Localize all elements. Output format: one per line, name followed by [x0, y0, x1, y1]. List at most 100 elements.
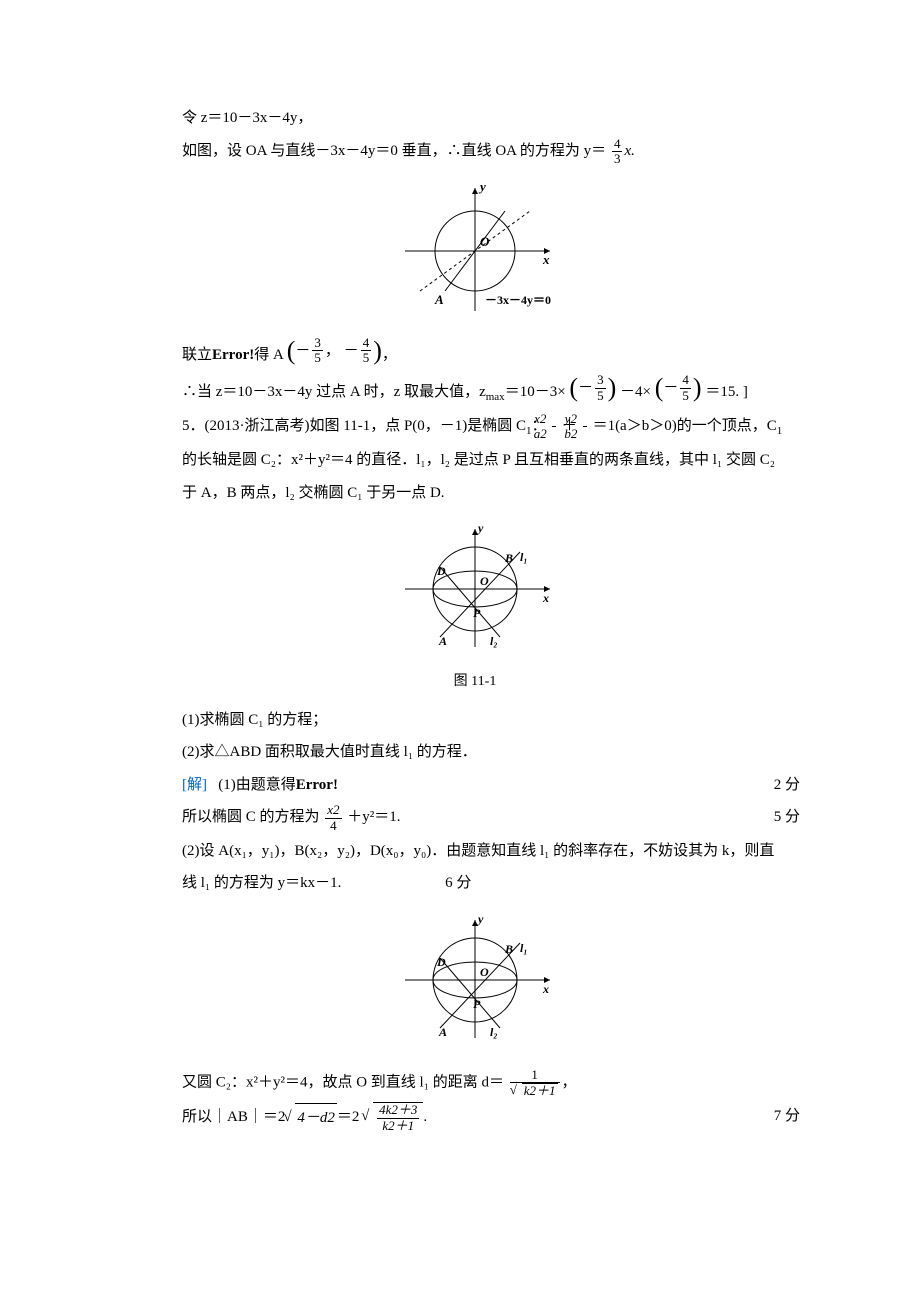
svg-text:A: A [438, 1025, 447, 1039]
svg-text:P: P [473, 606, 481, 620]
svg-text:A: A [438, 634, 447, 648]
numerator: x2 [325, 803, 341, 818]
text: ， [562, 1075, 577, 1091]
fraction: 1 k2＋1 [510, 1068, 560, 1099]
svg-text:l₂: l₂ [490, 634, 498, 648]
text: (2013·浙江高考)如图 11-1，点 P(0，－1)是椭圆 C [205, 418, 527, 434]
sqrt: 4－d2 [285, 1103, 337, 1133]
numerator: 3 [312, 336, 323, 351]
text: 线 l₁ 的方程为 y＝kx－1. [182, 875, 341, 891]
numerator: x2 [552, 412, 556, 427]
diagram-svg: O y x D B l₁ A P l₂ [385, 517, 565, 667]
figure-circle-line: O x y A －3x－4y＝0 [150, 176, 800, 326]
radicand: 4－d2 [295, 1103, 337, 1133]
text: －4× [620, 384, 651, 400]
figure-ellipse-circle: O y x D B l₁ A P l₂ 图 11-1 [150, 517, 800, 696]
text: 得 A [254, 347, 283, 363]
text-line: 的长轴是圆 C₂：x²＋y²＝4 的直径．l₁，l₂ 是过点 P 且互相垂直的两… [150, 446, 800, 475]
numerator: y2 [583, 412, 587, 427]
text: 所以椭圆 C 的方程为 [182, 810, 320, 826]
denominator: a2 [552, 427, 556, 441]
text-line: (1)求椭圆 C₁ 的方程； [150, 706, 800, 735]
point-a-label: A [434, 292, 444, 307]
svg-text:x: x [542, 591, 549, 605]
svg-text:y: y [476, 912, 484, 926]
denominator: 3 [612, 152, 623, 166]
denominator: k2＋1 [510, 1083, 560, 1098]
question-number: 5． [182, 418, 205, 434]
svg-text:B: B [504, 551, 513, 565]
svg-text:P: P [473, 997, 481, 1011]
fraction: 4 3 [612, 137, 623, 167]
svg-text:O: O [480, 965, 489, 979]
svg-text:x: x [542, 982, 549, 996]
text-line: (2)设 A(x₁，y₁)，B(x₂，y₂)，D(x₀，y₀)．由题意知直线 l… [150, 837, 800, 866]
denominator: b2 [583, 427, 587, 441]
text: ＋y²＝1. [347, 810, 400, 826]
numerator: 3 [595, 373, 606, 388]
solution-line: 所以｜AB｜＝24－d2＝2 4k2＋3k2＋1 . 7 分 [150, 1102, 800, 1133]
solution-line: 所以椭圆 C 的方程为 x24 ＋y²＝1. 5 分 [150, 803, 800, 833]
text-line: 如图，设 OA 与直线－3x－4y＝0 垂直，∴直线 OA 的方程为 y＝ 4 … [150, 137, 800, 167]
fraction: x24 [325, 803, 341, 833]
score-marker: 5 分 [774, 803, 800, 832]
text: 如图，设 OA 与直线－3x－4y＝0 垂直，∴直线 OA 的方程为 y＝ [182, 143, 606, 159]
text: ， [382, 347, 397, 363]
svg-text:l₂: l₂ [490, 1025, 498, 1039]
fraction: y2b2 [583, 412, 587, 442]
solution-line: 线 l₁ 的方程为 y＝kx－1. 6 分 [150, 869, 800, 898]
numerator: 4 [680, 373, 691, 388]
text: (1)由题意得 [218, 777, 296, 793]
svg-text:l₁: l₁ [520, 941, 528, 955]
text: ＝2 [337, 1110, 360, 1126]
paren-fraction: (－35) [569, 373, 616, 403]
solution-label: [解] [182, 777, 207, 793]
solution-line: [解] (1)由题意得Error! 2 分 [150, 771, 800, 800]
svg-text:D: D [436, 564, 446, 578]
denominator: 5 [680, 389, 691, 403]
diagram-svg: O y x D B l₁ A P l₂ [385, 908, 565, 1058]
score-marker: 2 分 [774, 771, 800, 800]
text: 又圆 C₂：x²＋y²＝4，故点 O 到直线 l₁ 的距离 d＝ [182, 1075, 504, 1091]
numerator: 4 [361, 336, 372, 351]
numerator: 4 [612, 137, 623, 152]
figure-caption: 图 11-1 [150, 669, 800, 696]
text: ＝10－3× [505, 384, 566, 400]
figure-ellipse-circle-repeat: O y x D B l₁ A P l₂ [150, 908, 800, 1058]
solution-line: 又圆 C₂：x²＋y²＝4，故点 O 到直线 l₁ 的距离 d＝ 1 k2＋1 … [150, 1068, 800, 1099]
question-5: 5．(2013·浙江高考)如图 11-1，点 P(0，－1)是椭圆 C1： x2… [150, 412, 800, 442]
y-axis-label: y [478, 179, 486, 194]
radicand: k2＋1 [522, 1083, 558, 1098]
score-marker: 6 分 [445, 875, 471, 891]
text: 联立 [182, 347, 212, 363]
text-line: 于 A，B 两点，l₂ 交椭圆 C₁ 于另一点 D. [150, 479, 800, 508]
coord-pair: ( － 35 ， － 45 ) [287, 336, 382, 366]
text-line: 联立Error!得 A ( － 35 ， － 45 ) ， [150, 336, 800, 369]
text: x. [624, 143, 634, 159]
sqrt-fraction: 4k2＋3k2＋1 [363, 1102, 423, 1133]
error-text: Error! [212, 347, 254, 363]
text-line: (2)求△ABD 面积取最大值时直线 l₁ 的方程． [150, 738, 800, 767]
fraction: x2a2 [552, 412, 556, 442]
denominator: 5 [595, 389, 606, 403]
text-line: 令 z＝10－3x－4y， [150, 104, 800, 133]
svg-text:B: B [504, 942, 513, 956]
svg-text:l₁: l₁ [520, 550, 528, 564]
score-marker: 7 分 [774, 1102, 800, 1131]
text: 所以｜AB｜＝2 [182, 1110, 285, 1126]
subscript: max [486, 391, 505, 403]
svg-text:O: O [480, 574, 489, 588]
text: ＝1(a＞b＞0)的一个顶点，C [593, 418, 777, 434]
text-line: ∴当 z＝10－3x－4y 过点 A 时，z 取最大值，zmax＝10－3× (… [150, 373, 800, 408]
denominator: 5 [312, 351, 323, 365]
text: ＝15. ] [705, 384, 748, 400]
subscript: 1 [777, 425, 783, 437]
x-axis-label: x [542, 252, 550, 267]
error-text: Error! [296, 777, 338, 793]
denominator: k2＋1 [377, 1119, 419, 1133]
numerator: 4k2＋3 [377, 1103, 419, 1118]
numerator: 1 [510, 1068, 560, 1083]
denominator: 5 [361, 351, 372, 365]
diagram-svg: O x y A －3x－4y＝0 [385, 176, 565, 326]
text: ∴当 z＝10－3x－4y 过点 A 时，z 取最大值，z [182, 384, 486, 400]
